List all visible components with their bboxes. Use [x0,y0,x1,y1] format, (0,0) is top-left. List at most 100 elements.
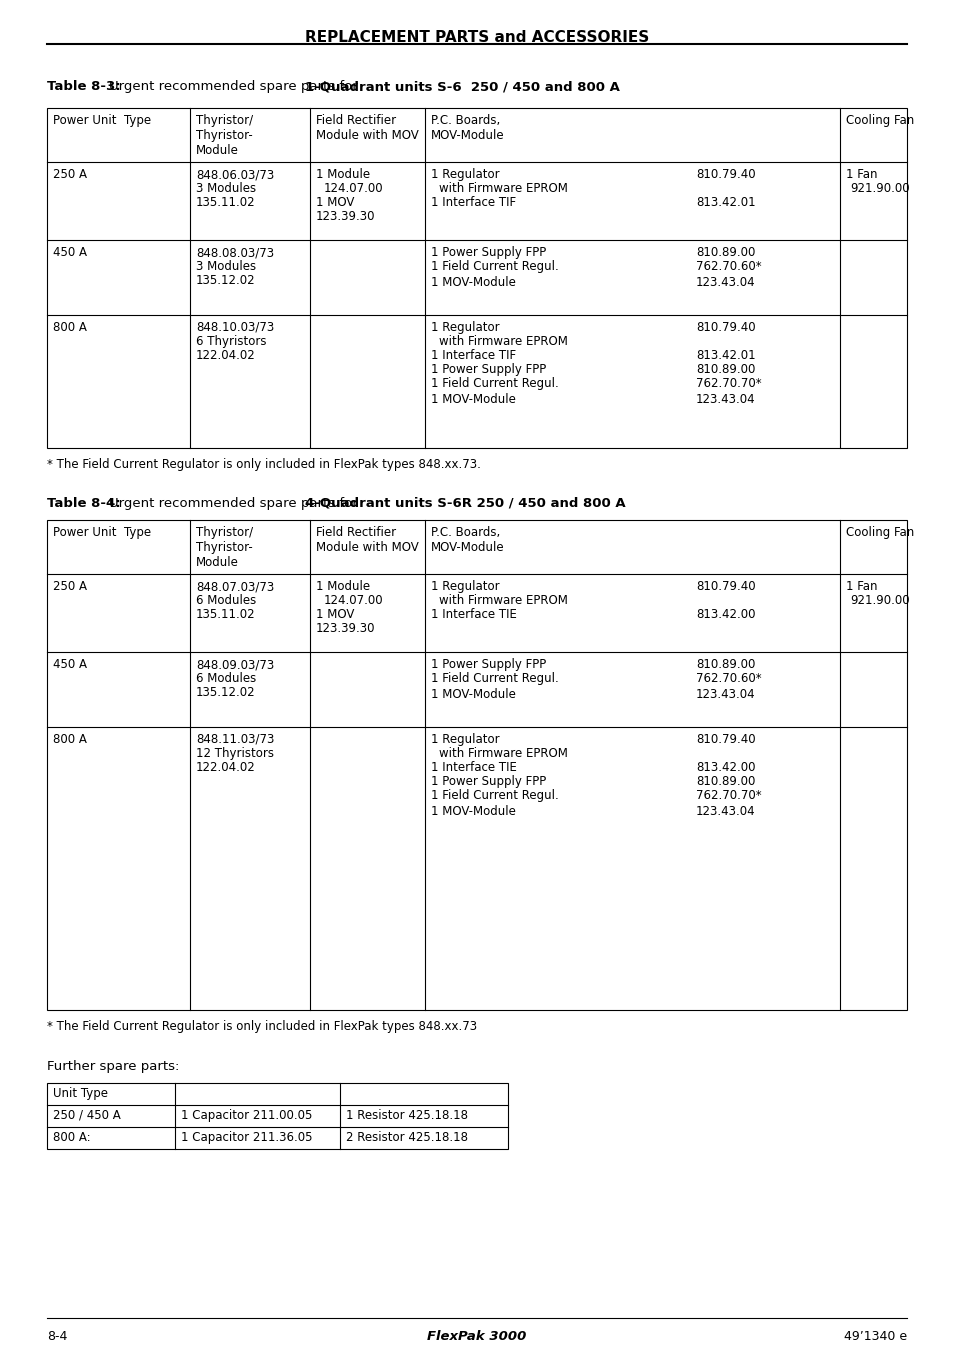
Text: 848.09.03/73: 848.09.03/73 [195,658,274,671]
Text: 6 Thyristors: 6 Thyristors [195,335,266,349]
Text: 810.89.00: 810.89.00 [696,246,755,259]
Text: 124.07.00: 124.07.00 [324,594,383,607]
Text: 6 Modules: 6 Modules [195,671,256,685]
Text: 800 A: 800 A [53,322,87,334]
Text: 1 Regulator: 1 Regulator [431,168,499,181]
Text: 1 Module: 1 Module [315,580,370,593]
Text: 762.70.70*: 762.70.70* [696,377,760,390]
Text: * The Field Current Regulator is only included in FlexPak types 848.xx.73: * The Field Current Regulator is only in… [47,1020,476,1034]
Text: 1 Interface TIF: 1 Interface TIF [431,349,516,362]
Text: P.C. Boards,
MOV-Module: P.C. Boards, MOV-Module [431,526,504,554]
Text: 1 Power Supply FPP: 1 Power Supply FPP [431,246,546,259]
Text: 1 Field Current Regul.: 1 Field Current Regul. [431,377,558,390]
Text: P.C. Boards,
MOV-Module: P.C. Boards, MOV-Module [431,113,504,142]
Text: 1 MOV-Module: 1 MOV-Module [431,276,516,289]
Text: 1 Interface TIE: 1 Interface TIE [431,608,517,621]
Text: 1 Interface TIF: 1 Interface TIF [431,196,516,209]
Text: 813.42.01: 813.42.01 [696,196,755,209]
Text: 848.06.03/73: 848.06.03/73 [195,168,274,181]
Text: 848.08.03/73: 848.08.03/73 [195,246,274,259]
Text: 1 MOV: 1 MOV [315,196,354,209]
Text: FlexPak 3000: FlexPak 3000 [427,1329,526,1343]
Text: 450 A: 450 A [53,246,87,259]
Text: 810.79.40: 810.79.40 [696,322,755,334]
Text: with Firmware EPROM: with Firmware EPROM [438,182,567,195]
Text: 810.89.00: 810.89.00 [696,775,755,788]
Text: 6 Modules: 6 Modules [195,594,256,607]
Text: 123.39.30: 123.39.30 [315,209,375,223]
Text: 762.70.70*: 762.70.70* [696,789,760,802]
Text: 1-Quadrant units S-6  250 / 450 and 800 A: 1-Quadrant units S-6 250 / 450 and 800 A [304,80,618,93]
Text: 1 Regulator: 1 Regulator [431,734,499,746]
Text: 1 Regulator: 1 Regulator [431,322,499,334]
Text: with Firmware EPROM: with Firmware EPROM [438,335,567,349]
Text: Unit Type: Unit Type [53,1088,108,1100]
Text: 810.89.00: 810.89.00 [696,658,755,671]
Text: 450 A: 450 A [53,658,87,671]
Text: 1 Field Current Regul.: 1 Field Current Regul. [431,671,558,685]
Text: 813.42.00: 813.42.00 [696,761,755,774]
Text: 1 Fan: 1 Fan [845,580,877,593]
Text: * The Field Current Regulator is only included in FlexPak types 848.xx.73.: * The Field Current Regulator is only in… [47,458,480,471]
Text: 123.43.04: 123.43.04 [696,688,755,701]
Text: 1 MOV: 1 MOV [315,608,354,621]
Bar [47,1084,507,1148]
Text: 1 Power Supply FPP: 1 Power Supply FPP [431,363,546,376]
Text: 135.11.02: 135.11.02 [195,196,255,209]
Text: Table 8-4:: Table 8-4: [47,497,125,509]
Text: 123.43.04: 123.43.04 [696,276,755,289]
Text: 810.79.40: 810.79.40 [696,168,755,181]
Text: Field Rectifier
Module with MOV: Field Rectifier Module with MOV [315,526,418,554]
Text: REPLACEMENT PARTS and ACCESSORIES: REPLACEMENT PARTS and ACCESSORIES [305,30,648,45]
Text: 135.12.02: 135.12.02 [195,686,255,698]
Text: 1 Field Current Regul.: 1 Field Current Regul. [431,259,558,273]
Text: with Firmware EPROM: with Firmware EPROM [438,594,567,607]
Text: Cooling Fan: Cooling Fan [845,113,913,127]
Text: 123.43.04: 123.43.04 [696,805,755,817]
Text: Table 8-3:: Table 8-3: [47,80,125,93]
Text: 1 Power Supply FPP: 1 Power Supply FPP [431,775,546,788]
Bar [47,108,906,449]
Text: 123.43.04: 123.43.04 [696,393,755,407]
Text: 122.04.02: 122.04.02 [195,349,255,362]
Text: Thyristor/
Thyristor-
Module: Thyristor/ Thyristor- Module [195,113,253,157]
Text: 813.42.00: 813.42.00 [696,608,755,621]
Text: 124.07.00: 124.07.00 [324,182,383,195]
Text: 123.39.30: 123.39.30 [315,621,375,635]
Text: 12 Thyristors: 12 Thyristors [195,747,274,761]
Text: 2 Resistor 425.18.18: 2 Resistor 425.18.18 [346,1131,468,1144]
Text: Thyristor/
Thyristor-
Module: Thyristor/ Thyristor- Module [195,526,253,569]
Text: Urgent recommended spare parts for: Urgent recommended spare parts for [109,80,361,93]
Text: 1 Module: 1 Module [315,168,370,181]
Text: 1 MOV-Module: 1 MOV-Module [431,393,516,407]
Text: 250 A: 250 A [53,580,87,593]
Text: 810.79.40: 810.79.40 [696,734,755,746]
Text: Urgent recommended spare parts for: Urgent recommended spare parts for [109,497,361,509]
Text: 1 MOV-Module: 1 MOV-Module [431,805,516,817]
Text: with Firmware EPROM: with Firmware EPROM [438,747,567,761]
Text: 762.70.60*: 762.70.60* [696,671,760,685]
Text: 1 MOV-Module: 1 MOV-Module [431,688,516,701]
Text: 49’1340 e: 49’1340 e [843,1329,906,1343]
Bar [47,520,906,1011]
Text: 810.79.40: 810.79.40 [696,580,755,593]
Text: 8-4: 8-4 [47,1329,68,1343]
Text: 250 A: 250 A [53,168,87,181]
Text: 810.89.00: 810.89.00 [696,363,755,376]
Text: 1 Capacitor 211.00.05: 1 Capacitor 211.00.05 [181,1109,312,1121]
Text: 848.11.03/73: 848.11.03/73 [195,734,274,746]
Text: 921.90.00: 921.90.00 [849,594,908,607]
Text: 800 A:: 800 A: [53,1131,91,1144]
Text: 848.10.03/73: 848.10.03/73 [195,322,274,334]
Text: 1 Field Current Regul.: 1 Field Current Regul. [431,789,558,802]
Text: Power Unit  Type: Power Unit Type [53,526,151,539]
Text: Further spare parts:: Further spare parts: [47,1061,179,1073]
Text: 1 Regulator: 1 Regulator [431,580,499,593]
Text: Cooling Fan: Cooling Fan [845,526,913,539]
Text: 4-Quadrant units S-6R 250 / 450 and 800 A: 4-Quadrant units S-6R 250 / 450 and 800 … [304,497,624,509]
Text: 848.07.03/73: 848.07.03/73 [195,580,274,593]
Text: Power Unit  Type: Power Unit Type [53,113,151,127]
Text: 813.42.01: 813.42.01 [696,349,755,362]
Text: 1 Resistor 425.18.18: 1 Resistor 425.18.18 [346,1109,468,1121]
Text: 1 Power Supply FPP: 1 Power Supply FPP [431,658,546,671]
